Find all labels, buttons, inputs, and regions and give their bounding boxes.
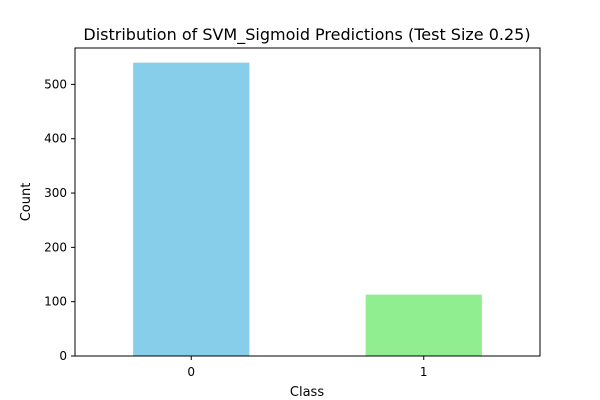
x-tick-label: 0 [187, 365, 195, 379]
y-tick-label: 500 [44, 77, 67, 91]
y-axis-ticks: 0 100 200 300 400 500 [44, 77, 75, 363]
y-tick-label: 200 [44, 240, 67, 254]
axes-frame [74, 47, 541, 357]
bar-1 [365, 294, 482, 356]
bar-0 [133, 62, 250, 357]
chart-title: Distribution of SVM_Sigmoid Predictions … [83, 25, 530, 45]
x-axis-label: Class [290, 385, 324, 400]
bars [133, 62, 482, 357]
y-tick-label: 400 [44, 132, 67, 146]
x-tick-label: 1 [420, 365, 428, 379]
y-axis-label: Count [19, 183, 34, 222]
y-tick-label: 0 [59, 349, 67, 363]
y-tick-label: 100 [44, 295, 67, 309]
y-tick-label: 300 [44, 186, 67, 200]
